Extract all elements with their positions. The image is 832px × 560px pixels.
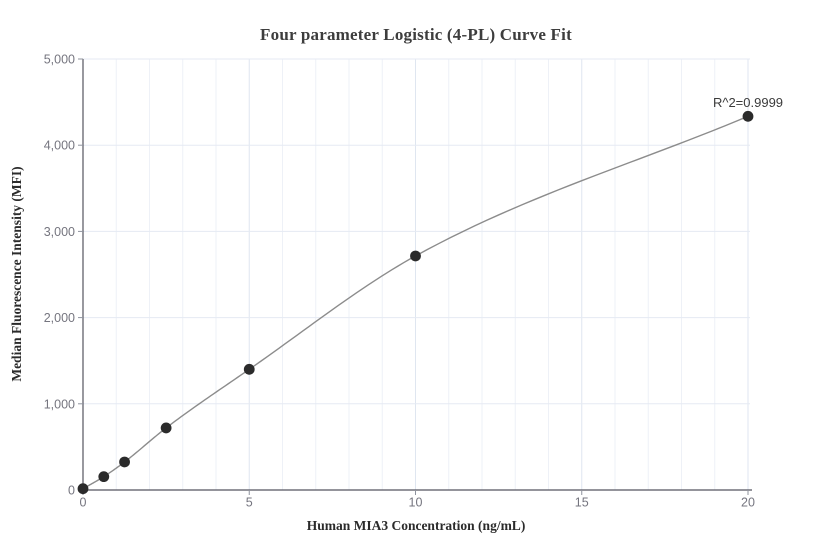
r-squared-annotation: R^2=0.9999 [712,95,784,110]
x-axis-title: Human MIA3 Concentration (ng/mL) [306,518,526,533]
y-tick-label: 2,000 [44,311,75,325]
data-point [160,422,172,434]
data-point [98,471,110,483]
x-tick-label: 20 [741,496,755,510]
y-tick-label: 4,000 [44,139,75,153]
y-tick-label: 1,000 [44,397,75,411]
x-tick-label: 5 [246,496,253,510]
x-tick-label: 15 [575,496,589,510]
x-tick-label: 10 [409,496,423,510]
data-point [77,483,89,495]
data-point [742,110,754,122]
y-tick-label: 0 [68,484,75,498]
data-point [410,250,421,262]
chart-title: Four parameter Logistic (4-PL) Curve Fit [260,25,572,44]
y-tick-label: 3,000 [44,225,75,239]
data-point [119,456,130,468]
y-tick-label: 5,000 [44,53,75,67]
data-point [243,363,255,375]
x-tick-label: 0 [80,496,87,510]
